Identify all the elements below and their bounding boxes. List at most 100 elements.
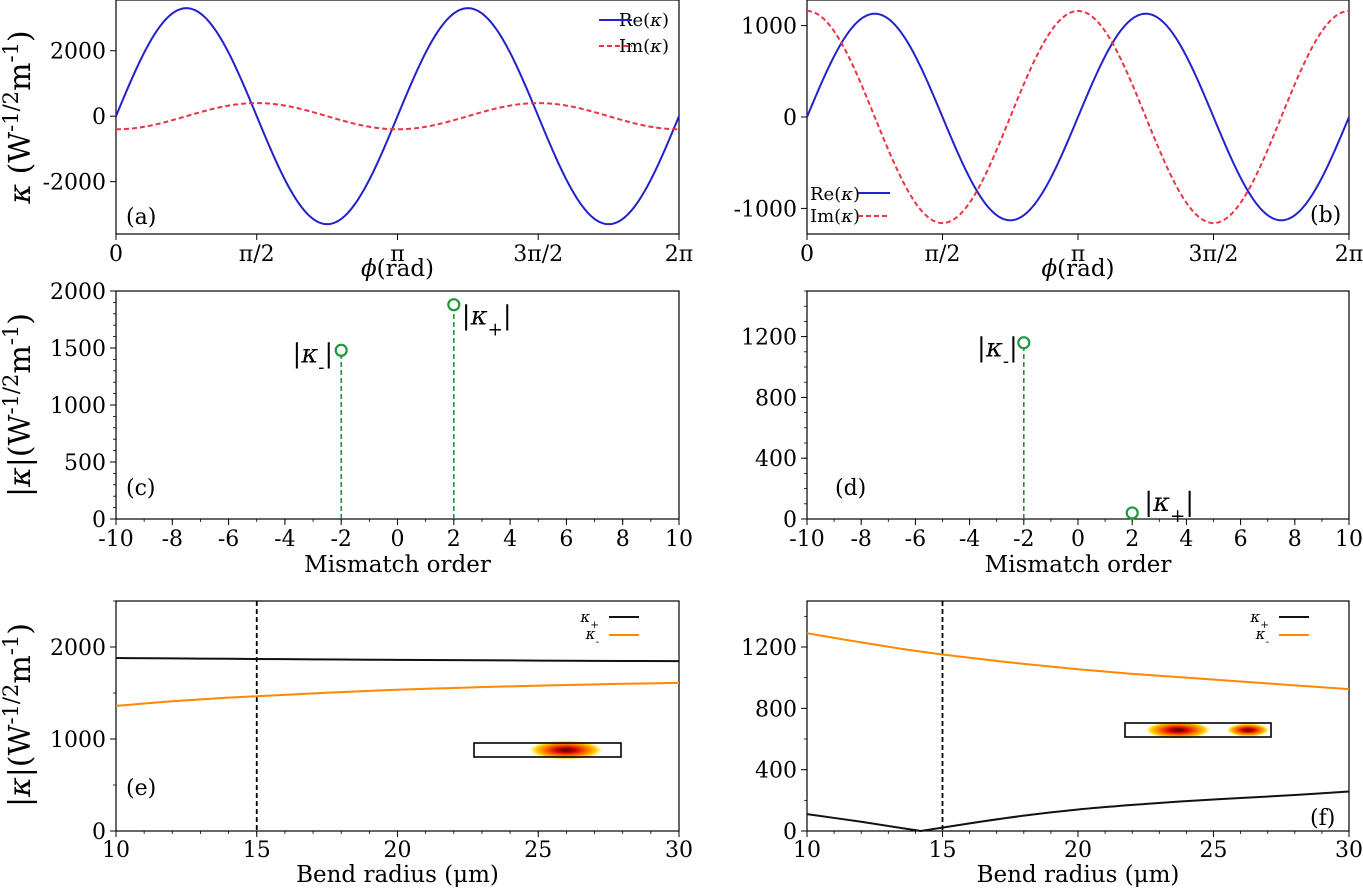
y-tick-label: 1000 [50,394,106,419]
panel-label: (d) [835,476,866,501]
x-tick-label: 10 [665,527,693,552]
x-axis-title: Bend radius (μm) [977,862,1180,888]
x-tick-label: 3π/2 [1189,242,1239,267]
legend-entry-kappa-minus: κ- [1255,625,1270,648]
y-tick-label: 0 [783,508,797,533]
re-kappa-line [115,7,680,226]
mode-hotspot [1226,723,1270,737]
y-tick-label: 1000 [50,728,106,753]
y-tick-label: 1200 [741,326,797,351]
x-tick-label: -8 [162,527,183,552]
x-tick-label: -4 [959,527,980,552]
x-tick-label: -10 [789,527,824,552]
mode-profile-inset [473,740,622,760]
y-tick-label: -1000 [734,197,797,222]
mode-hotspot [528,740,604,760]
x-tick-label: 6 [1234,527,1248,552]
x-tick-label: 10 [1335,527,1363,552]
panel-label: (b) [1310,203,1341,228]
x-axis-title: ϕ(rad) [361,256,434,282]
x-tick-label: 4 [1179,527,1193,552]
panel-label: (a) [126,205,156,230]
legend-entry-im: Im(κ) [619,36,669,57]
x-axis-title: Bend radius (μm) [296,862,499,888]
legend-entry-im: Im(κ) [810,206,860,227]
x-tick-label: -4 [274,527,295,552]
y-tick-label: 2000 [50,280,106,305]
panel-c: -10 -8 -6 -4 -2 0 2 4 6 8 10 0 500 1000 1500 2000 Mismat… [0,280,693,578]
y-tick-label: 0 [783,820,797,845]
point-annotation: |κ-| [292,339,333,378]
y-tick-label: -2000 [43,171,106,196]
y-tick-label: 800 [755,697,797,722]
panel-f: 10 15 20 25 30 0 400 800 1200 Bend radius (μm) κ+κ… [741,600,1363,888]
x-tick-label: π/2 [239,242,275,267]
panel-e: 10 15 20 25 30 0 1000 2000 Bend radius (μm) κ+κ- |… [0,600,693,888]
waveguide-outline [473,742,622,758]
stem-marker [447,298,461,312]
x-tick-label: 15 [243,838,271,863]
x-tick-label: 25 [524,838,552,863]
x-tick-label: 2π [665,242,693,267]
y-tick-label: 500 [64,451,106,476]
x-tick-label: 2π [1335,242,1363,267]
x-tick-label: 6 [559,527,573,552]
panel-label: (c) [126,476,156,501]
y-tick-label: 800 [755,386,797,411]
x-tick-label: -6 [905,527,926,552]
legend-entry-kappa-minus: κ- [585,625,600,648]
x-tick-label: -2 [1013,527,1034,552]
legend-entry-kappa-plus: κ+ [1249,608,1269,631]
point-annotation: |κ+| [462,302,512,341]
x-tick-label: -8 [850,527,871,552]
x-tick-label: π [1071,242,1085,267]
y-tick-label: 400 [755,447,797,472]
x-tick-label: 20 [384,838,412,863]
x-tick-label: -6 [218,527,239,552]
x-axis-title: Mismatch order [985,552,1172,578]
x-tick-label: 0 [1071,527,1085,552]
x-tick-label: 15 [929,838,957,863]
x-tick-label: 30 [665,838,693,863]
im-kappa-line [116,102,679,131]
x-tick-label: 20 [1064,838,1092,863]
y-tick-label: 1500 [50,337,106,362]
re-kappa-line [806,12,1350,222]
x-tick-label: -2 [330,527,351,552]
y-axis-title: |κ|(W-1/2m-1) [0,623,38,807]
y-tick-label: 2000 [50,40,106,65]
x-tick-label: 4 [503,527,517,552]
point-annotation: |κ+| [1144,488,1194,527]
y-tick-label: 1200 [741,636,797,661]
x-tick-label: 0 [800,242,814,267]
x-tick-label: 8 [1288,527,1302,552]
x-tick-label: π [390,242,404,267]
y-tick-label: 0 [92,820,106,845]
mode-profile-inset [1124,721,1272,739]
y-tick-label: 1000 [741,15,797,40]
kappa-minus-line [806,632,1350,691]
x-tick-label: 0 [391,527,405,552]
x-tick-label: 10 [102,838,130,863]
y-tick-label: 2000 [50,636,106,661]
plot-frame [806,290,1350,520]
x-tick-label: 3π/2 [513,242,563,267]
x-tick-label: 10 [793,838,821,863]
x-tick-label: 8 [616,527,630,552]
point-annotation: |κ-| [977,334,1018,373]
x-tick-label: 25 [1200,838,1228,863]
plot-frame [115,290,680,520]
panel-d: -10 -8 -6 -4 -2 0 2 4 6 8 10 0 400 800 1200 Mismatch or… [741,290,1363,578]
mode-hotspot [1144,721,1212,739]
waveguide-outline [1124,722,1272,738]
x-tick-label: 30 [1335,838,1363,863]
y-tick-label: 400 [755,759,797,784]
x-axis-title: ϕ(rad) [1041,256,1114,282]
legend-entry-re: Re(κ) [810,184,860,205]
x-tick-label: -10 [98,527,133,552]
y-tick-label: 0 [92,105,106,130]
x-axis-title: Mismatch order [304,552,491,578]
kappa-plus-line [806,790,1350,833]
